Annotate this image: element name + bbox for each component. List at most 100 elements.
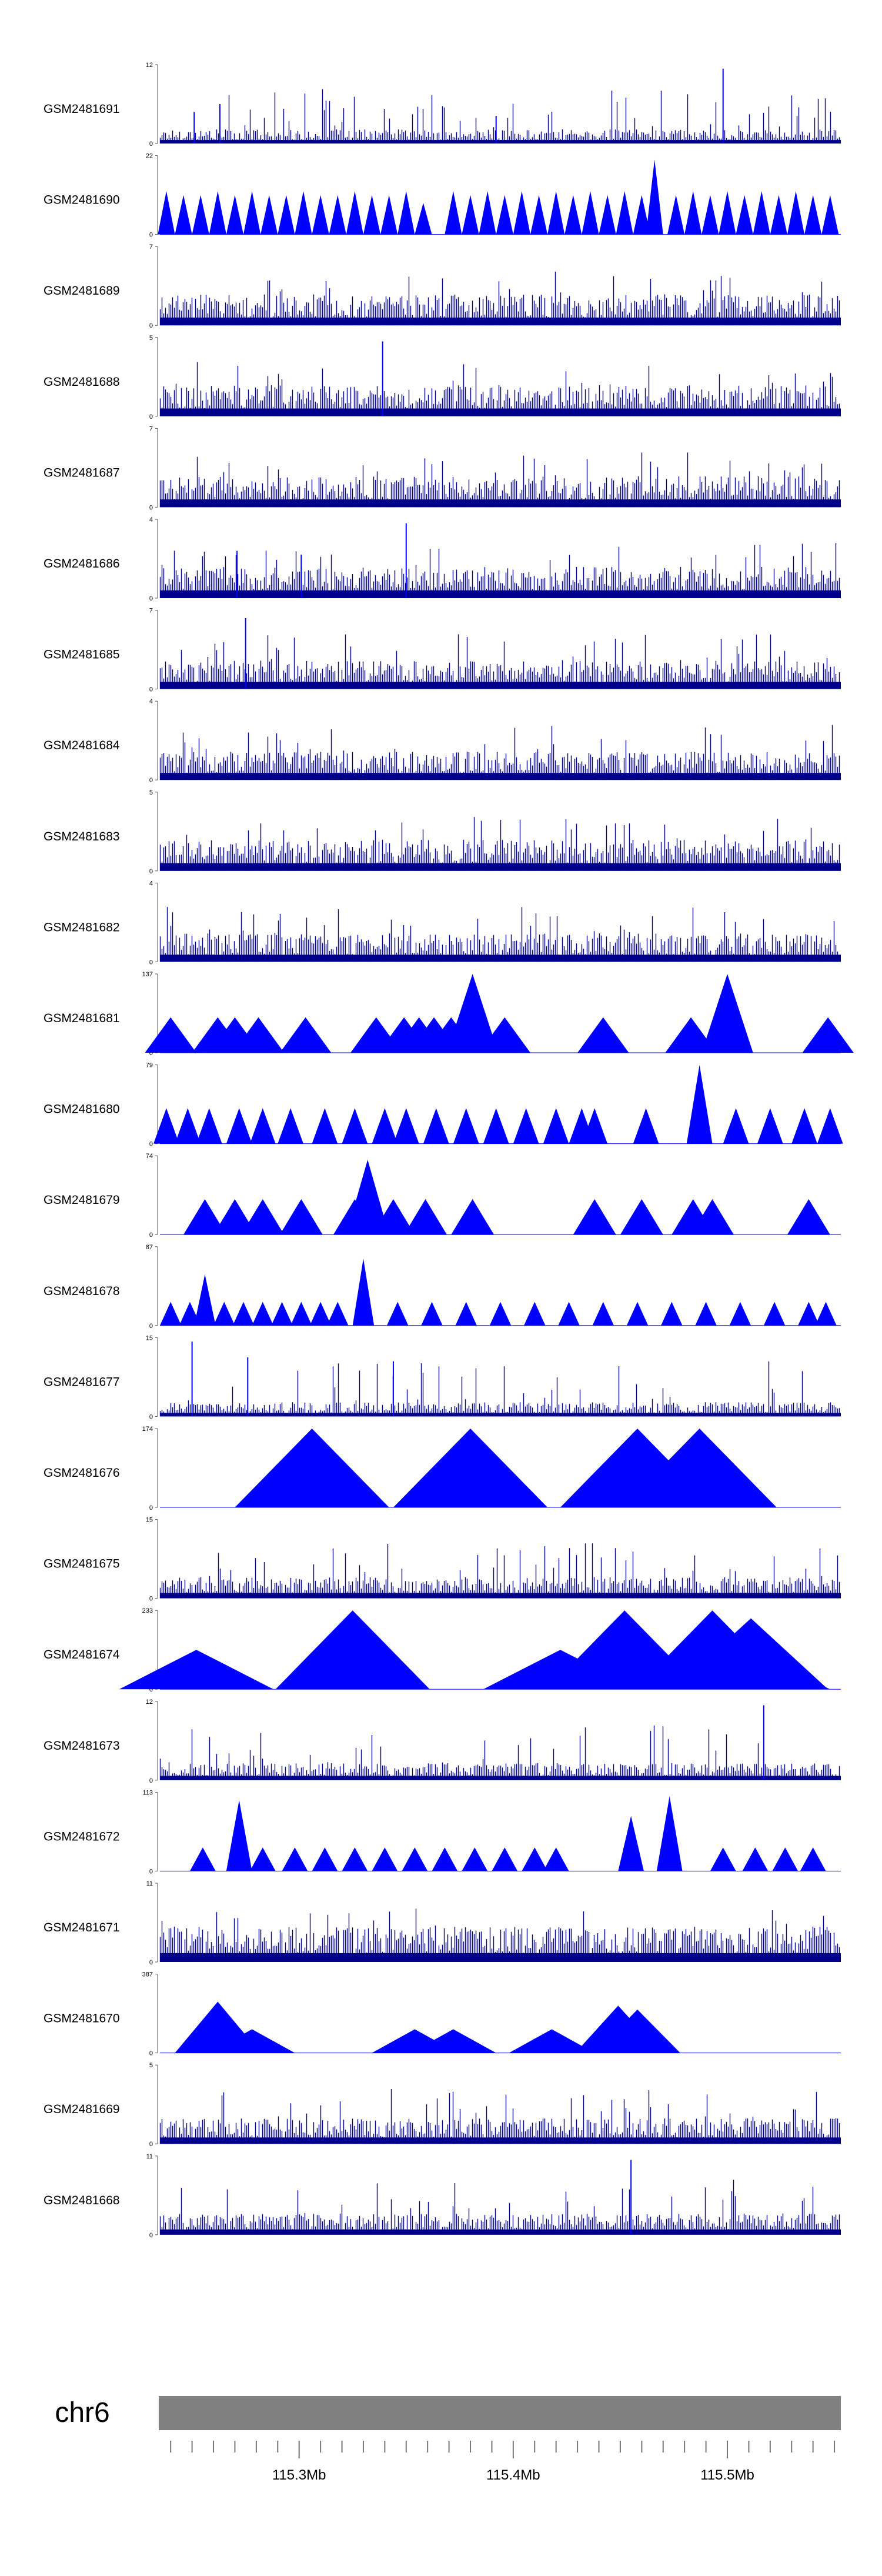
signal-bars (159, 362, 840, 416)
peak-mark (397, 191, 415, 235)
peak-mark (800, 1847, 826, 1871)
track-label: GSM2481683 (44, 830, 120, 843)
peak-mark (620, 1199, 663, 1235)
peak-mark (462, 1847, 488, 1871)
peak-mark (633, 195, 650, 235)
peak-mark (787, 1199, 830, 1235)
y-max-label: 22 (146, 153, 153, 160)
peak-mark (509, 2029, 595, 2053)
track-label: GSM2481680 (44, 1103, 120, 1116)
peak-mark (312, 1847, 338, 1871)
y-max-label: 233 (142, 1607, 153, 1614)
peak-mark (432, 1847, 458, 1871)
peak-mark (676, 1653, 830, 1690)
peak-mark (278, 195, 295, 235)
y-min-label: 0 (149, 2050, 153, 2057)
peak-mark (183, 1199, 226, 1235)
peak-mark (691, 1199, 734, 1235)
peak-mark (260, 195, 278, 235)
peak-mark (543, 1108, 569, 1144)
peak-mark (667, 195, 685, 235)
track-panel: GSM2481689 7 0 (44, 243, 841, 329)
peak-mark (815, 1302, 837, 1326)
peak-mark (661, 1302, 683, 1326)
y-min-label: 0 (149, 1141, 153, 1148)
signal-bars (159, 271, 840, 326)
peak-mark (309, 1302, 332, 1326)
signal-bars (159, 907, 840, 962)
track-label: GSM2481676 (44, 1466, 120, 1480)
peak-mark (423, 1108, 449, 1144)
peak-mark (402, 1847, 428, 1871)
peak-mark (196, 1108, 222, 1144)
peak-mark (798, 1302, 820, 1326)
y-max-label: 12 (146, 1699, 153, 1706)
y-min-label: 0 (149, 413, 153, 421)
peak-mark (513, 191, 530, 235)
peak-mark (772, 1847, 799, 1871)
peak-mark (558, 1302, 580, 1326)
y-max-label: 113 (142, 1789, 153, 1796)
track-panel: GSM2481680 79 0 (44, 1062, 843, 1148)
peak-mark (189, 1847, 216, 1871)
peak-mark (213, 1199, 256, 1235)
peak-mark (179, 1302, 201, 1326)
peak-mark (119, 1650, 273, 1690)
peak-mark (626, 1302, 649, 1326)
peak-mark (243, 191, 261, 235)
peak-mark (665, 1017, 717, 1053)
peak-mark (753, 191, 770, 235)
peak-mark (701, 195, 719, 235)
peak-mark (479, 1017, 530, 1053)
y-max-label: 5 (149, 2062, 153, 2069)
track-label: GSM2481690 (44, 193, 120, 207)
y-max-label: 5 (149, 335, 153, 342)
peak-mark (226, 1108, 252, 1144)
y-min-label: 0 (149, 1232, 153, 1239)
peak-mark (496, 195, 513, 235)
peak-mark (530, 195, 548, 235)
peak-mark (547, 191, 565, 235)
track-label: GSM2481671 (44, 1921, 120, 1934)
peak-mark (479, 191, 496, 235)
track-label: GSM2481675 (44, 1557, 120, 1571)
track-panel: GSM2481669 5 0 (44, 2062, 841, 2148)
peak-mark (175, 195, 192, 235)
track-panel: GSM2481679 74 0 (44, 1153, 841, 1239)
y-min-label: 0 (149, 504, 153, 511)
track-panel: GSM2481688 5 0 (44, 335, 841, 421)
peak-mark (145, 1017, 196, 1053)
peak-mark (346, 1159, 389, 1235)
y-min-label: 0 (149, 2232, 153, 2239)
peak-mark (312, 195, 329, 235)
peak-mark (213, 1302, 235, 1326)
peak-mark (393, 1429, 548, 1507)
peak-mark (153, 1108, 179, 1144)
signal-bars (159, 1543, 840, 1599)
peak-mark (372, 1199, 415, 1235)
peak-mark (618, 1816, 644, 1871)
track-panel: GSM2481687 7 0 (44, 425, 841, 511)
y-min-label: 0 (149, 1323, 153, 1330)
peak-mark (577, 1017, 629, 1053)
track-panel: GSM2481668 11 0 (44, 2153, 841, 2239)
x-tick-label: 115.4Mb (486, 2467, 540, 2483)
y-min-label: 0 (149, 1959, 153, 1966)
y-min-label: 0 (149, 1686, 153, 1693)
peak-mark (393, 1108, 419, 1144)
peak-mark (160, 1302, 182, 1326)
peak-mark (342, 1847, 368, 1871)
peak-mark (513, 1108, 539, 1144)
track-label: GSM2481684 (44, 739, 120, 752)
peak-mark (483, 1108, 509, 1144)
peak-mark (742, 1847, 769, 1871)
peak-mark (723, 1108, 749, 1144)
peak-mark (235, 1429, 389, 1507)
track-panel: GSM2481676 174 0 (44, 1426, 841, 1511)
peak-mark (226, 195, 244, 235)
peak-mark (599, 195, 616, 235)
track-label: GSM2481681 (44, 1012, 120, 1025)
track-panel: GSM2481677 15 0 (44, 1334, 841, 1420)
y-max-label: 4 (149, 516, 153, 523)
track-panel: GSM2481691 12 0 (44, 62, 841, 148)
